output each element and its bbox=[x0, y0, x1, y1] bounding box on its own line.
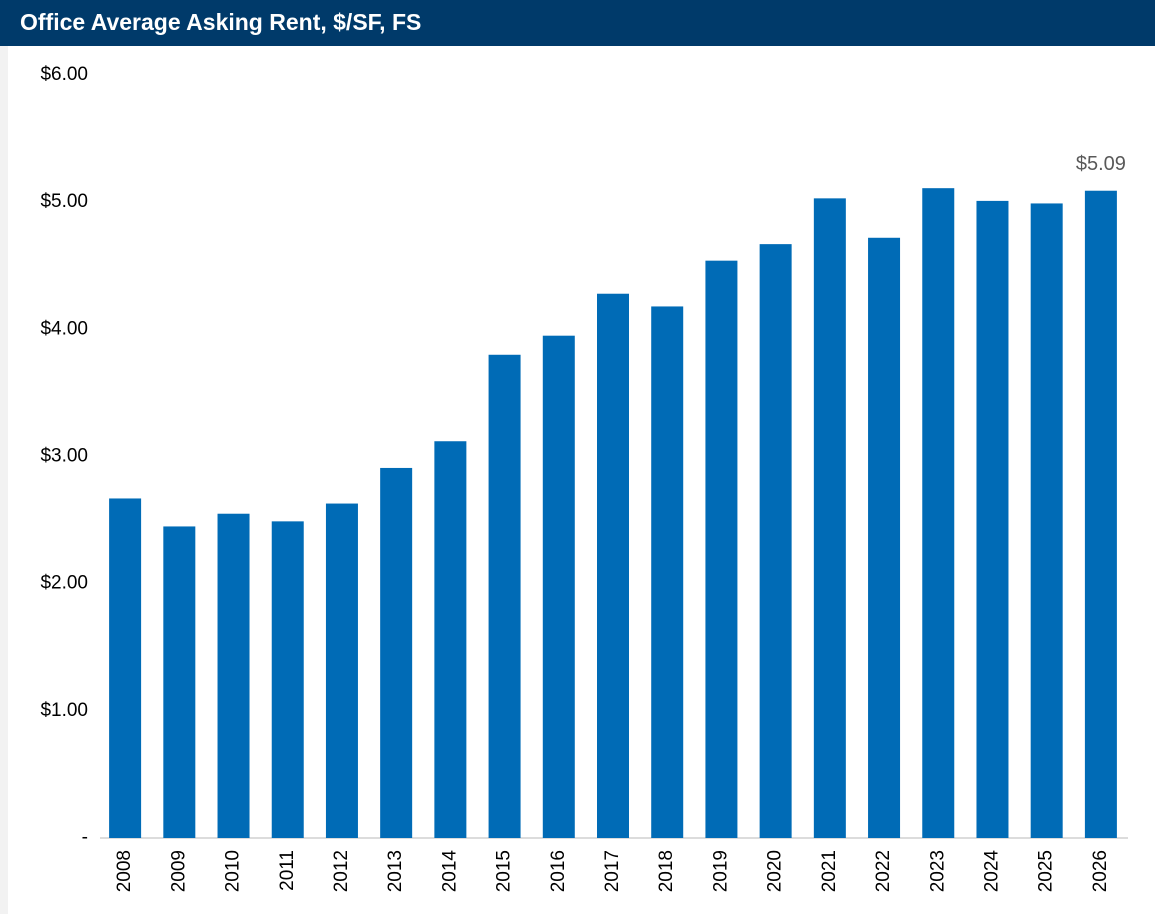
bar bbox=[217, 513, 250, 838]
left-border bbox=[0, 46, 8, 914]
bar bbox=[922, 188, 955, 838]
bar bbox=[109, 498, 142, 838]
x-tick-label: 2011 bbox=[277, 850, 298, 891]
bar bbox=[813, 198, 846, 838]
x-tick-label: 2009 bbox=[168, 850, 189, 892]
x-tick-label: 2016 bbox=[548, 850, 569, 892]
bar bbox=[868, 237, 901, 839]
x-tick-label: 2020 bbox=[765, 850, 786, 892]
bar bbox=[380, 467, 413, 838]
bar bbox=[488, 354, 521, 838]
x-tick-label: 2019 bbox=[710, 850, 731, 892]
header-bar bbox=[0, 0, 1155, 46]
chart-title: Office Average Asking Rent, $/SF, FS bbox=[20, 9, 421, 35]
bar bbox=[271, 521, 304, 838]
bar bbox=[542, 335, 575, 838]
y-tick-label: $1.00 bbox=[40, 700, 88, 721]
x-tick-label: 2023 bbox=[927, 850, 948, 892]
bar bbox=[759, 244, 792, 839]
bar bbox=[1030, 203, 1063, 838]
bar bbox=[1084, 190, 1117, 838]
bar bbox=[705, 260, 738, 838]
x-tick-label: 2018 bbox=[656, 850, 677, 892]
x-tick-label: 2017 bbox=[602, 850, 623, 892]
y-tick-label: $6.00 bbox=[40, 64, 88, 85]
x-tick-label: 2010 bbox=[223, 850, 244, 892]
x-tick-label: 2012 bbox=[331, 850, 352, 892]
x-tick-label: 2021 bbox=[819, 850, 840, 892]
x-tick-label: 2008 bbox=[114, 850, 135, 892]
bar bbox=[597, 293, 629, 838]
x-tick-label: 2026 bbox=[1090, 850, 1111, 892]
x-tick-label: 2013 bbox=[385, 850, 406, 892]
y-tick-label: $2.00 bbox=[40, 573, 88, 594]
y-tick-label: $3.00 bbox=[40, 446, 88, 467]
y-tick-label: - bbox=[82, 827, 88, 848]
bar bbox=[325, 503, 358, 838]
x-tick-label: 2022 bbox=[873, 850, 894, 892]
bar bbox=[651, 306, 684, 838]
x-tick-label: 2014 bbox=[439, 850, 460, 893]
data-label: $5.09 bbox=[1076, 153, 1126, 175]
bar bbox=[163, 526, 196, 838]
y-tick-label: $5.00 bbox=[40, 191, 88, 212]
y-tick-label: $4.00 bbox=[40, 318, 88, 339]
bar bbox=[434, 441, 467, 838]
x-tick-label: 2015 bbox=[494, 850, 515, 892]
x-tick-label: 2024 bbox=[981, 850, 1002, 893]
bar bbox=[976, 200, 1009, 838]
x-tick-label: 2025 bbox=[1036, 850, 1057, 892]
